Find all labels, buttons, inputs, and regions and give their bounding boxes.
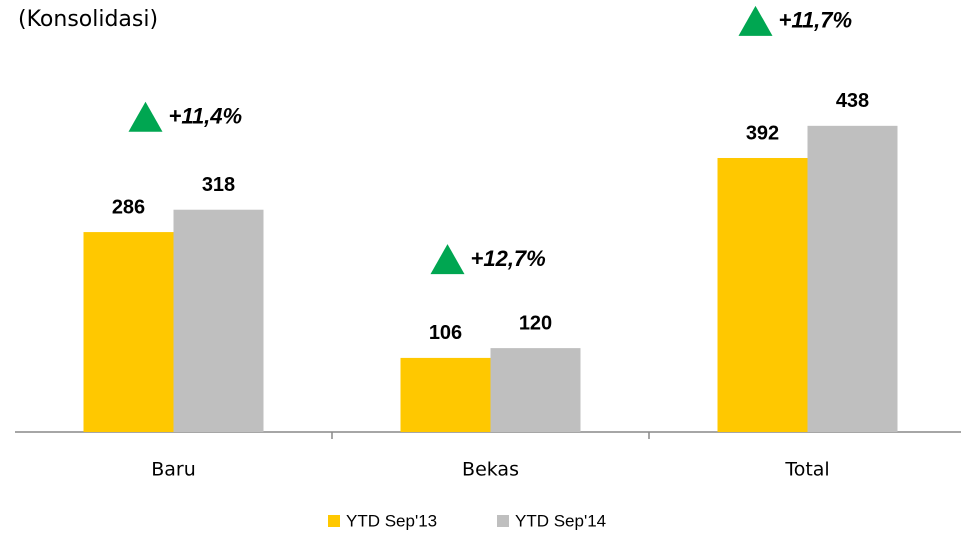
- value-label: 318: [202, 174, 235, 196]
- value-label: 106: [429, 322, 462, 344]
- x-tick-label: Baru: [151, 459, 196, 481]
- legend-label: YTD Sep'13: [346, 511, 437, 530]
- bar: [173, 209, 264, 432]
- annotation: +12,7%: [471, 246, 546, 271]
- legend-swatch: [328, 515, 340, 527]
- annotation: +11,7%: [779, 8, 853, 33]
- annotation: +11,4%: [169, 104, 243, 129]
- x-tick-label: Total: [784, 459, 829, 481]
- bar: [807, 125, 898, 432]
- legend-label: YTD Sep'14: [515, 511, 606, 530]
- chart-title: (Konsolidasi): [18, 7, 158, 32]
- x-tick-label: Bekas: [462, 459, 519, 481]
- bar: [83, 232, 174, 432]
- bar: [400, 357, 491, 432]
- bar: [490, 348, 581, 432]
- value-label: 120: [519, 312, 552, 334]
- up-triangle: [430, 244, 465, 275]
- value-label: 438: [836, 90, 869, 112]
- bar: [717, 157, 808, 432]
- value-label: 392: [746, 122, 779, 144]
- value-label: 286: [112, 196, 145, 218]
- legend-swatch: [497, 515, 509, 527]
- up-triangle: [128, 101, 163, 132]
- up-triangle: [738, 5, 773, 36]
